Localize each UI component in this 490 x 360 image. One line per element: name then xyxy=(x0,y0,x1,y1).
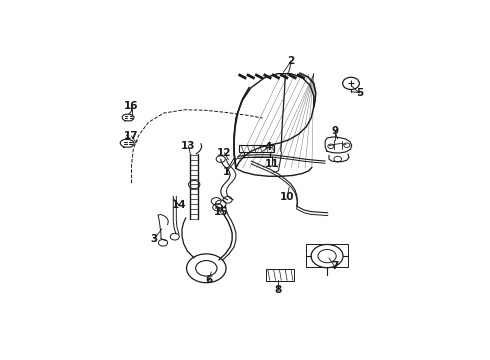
Text: 10: 10 xyxy=(280,192,294,202)
Text: 1: 1 xyxy=(223,167,230,177)
Text: 7: 7 xyxy=(331,261,339,271)
Text: 16: 16 xyxy=(124,100,139,111)
Text: 5: 5 xyxy=(356,88,363,98)
FancyBboxPatch shape xyxy=(266,269,294,281)
Text: 4: 4 xyxy=(265,142,272,152)
Text: 15: 15 xyxy=(214,207,228,217)
Text: 3: 3 xyxy=(150,234,158,244)
Text: 11: 11 xyxy=(265,159,279,169)
Text: 6: 6 xyxy=(206,275,213,285)
Text: 14: 14 xyxy=(172,201,186,210)
Text: 2: 2 xyxy=(287,56,294,66)
Text: 8: 8 xyxy=(274,285,281,295)
Text: 13: 13 xyxy=(181,141,196,151)
FancyBboxPatch shape xyxy=(239,145,274,152)
Text: 9: 9 xyxy=(331,126,338,135)
Text: 12: 12 xyxy=(217,148,232,158)
Text: 17: 17 xyxy=(124,131,139,141)
